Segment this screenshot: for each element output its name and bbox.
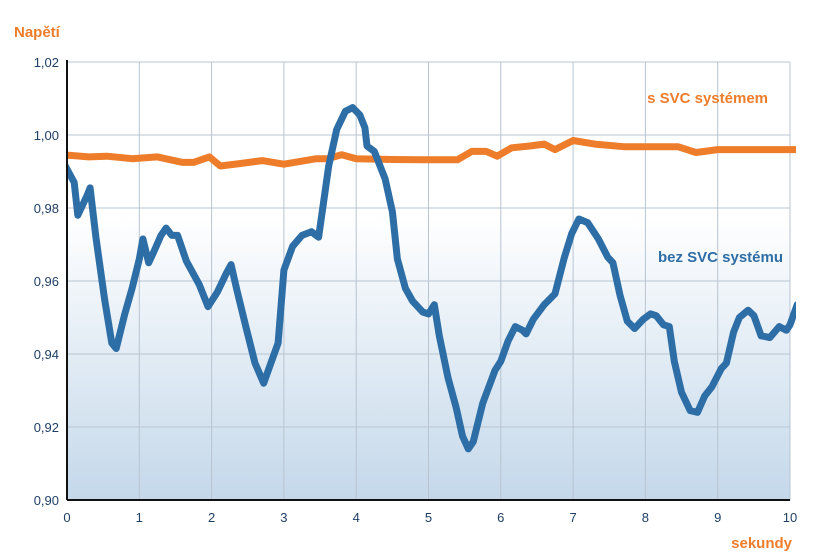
x-tick-label: 10: [783, 510, 797, 525]
x-axis-title: sekundy: [731, 535, 793, 552]
horizontal-gridlines: [67, 61, 790, 428]
x-tick-label: 9: [714, 510, 721, 525]
y-axis-title: Napětí: [14, 24, 61, 41]
series-label-with-svc: s SVC systémem: [647, 90, 768, 107]
x-tick-label: 6: [497, 510, 504, 525]
x-tick-label: 2: [208, 510, 215, 525]
y-tick-label: 0,90: [34, 493, 59, 508]
x-tick-label: 1: [136, 510, 143, 525]
x-tick-label: 7: [569, 510, 576, 525]
y-tick-label: 0,94: [34, 347, 59, 362]
x-tick-label: 4: [353, 510, 360, 525]
y-tick-label: 0,98: [34, 201, 59, 216]
series-label-without-svc: bez SVC systému: [658, 249, 783, 266]
y-tick-label: 0,92: [34, 420, 59, 435]
y-tick-label: 1,02: [34, 55, 59, 70]
y-tick-labels: 0,90 0,92 0,94 0,96 0,98 1,00 1,02: [34, 55, 59, 508]
y-tick-label: 1,00: [34, 128, 59, 143]
x-tick-label: 8: [642, 510, 649, 525]
x-tick-label: 3: [280, 510, 287, 525]
x-tick-labels: 0 1 2 3 4 5 6 7 8 9 10: [63, 510, 797, 525]
series-line-without-svc: [67, 104, 796, 453]
series-lines: [67, 104, 796, 453]
x-tick-label: 5: [425, 510, 432, 525]
y-tick-label: 0,96: [34, 274, 59, 289]
x-tick-label: 0: [63, 510, 70, 525]
series-line-with-svc: [67, 137, 796, 170]
